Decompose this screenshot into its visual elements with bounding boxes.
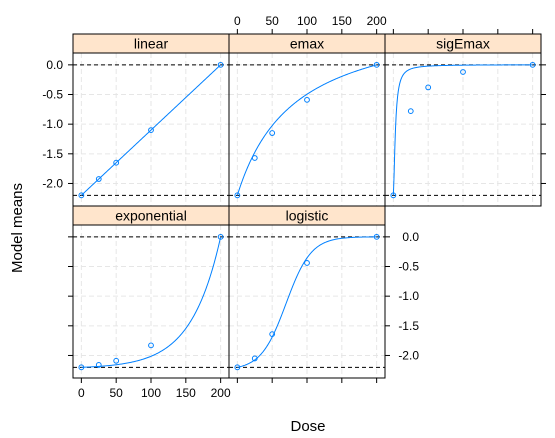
data-point xyxy=(148,127,154,133)
data-point xyxy=(113,159,120,166)
series-line-linear xyxy=(81,64,221,196)
data-point xyxy=(269,130,276,136)
x-tick-label-top: 150 xyxy=(332,14,352,28)
x-tick-label-top: 200 xyxy=(367,14,387,28)
y-tick-label-left: -1.0 xyxy=(42,117,63,131)
data-point xyxy=(95,362,102,368)
series-line-exponential xyxy=(81,236,222,368)
data-point xyxy=(234,364,241,371)
y-tick-label-left: -0.5 xyxy=(42,88,63,102)
strip-label: logistic xyxy=(286,208,329,224)
x-tick-label-top: 50 xyxy=(265,14,279,28)
x-axis-title: Dose xyxy=(290,418,325,435)
strip-label: exponential xyxy=(115,208,187,224)
x-tick-label-bottom: 100 xyxy=(141,386,161,400)
data-point xyxy=(373,61,380,68)
panel-emax: emax xyxy=(228,33,386,207)
series-line-sigemax xyxy=(392,64,533,196)
panel-exponential: exponential xyxy=(72,205,230,379)
series-line-logistic xyxy=(237,236,377,368)
data-point xyxy=(217,233,224,240)
y-tick-label-right: -2.0 xyxy=(398,348,419,362)
y-tick-label-left: 0.0 xyxy=(46,58,63,72)
axes-layer: 0 50 100 150 200 0 50 100 150 200 0.0 -0.5 -1.0 -1.5 -… xyxy=(42,14,546,400)
data-point xyxy=(251,355,258,362)
y-tick-label-right: 0.0 xyxy=(402,230,419,244)
y-tick-label-right: -1.5 xyxy=(398,319,419,333)
data-point xyxy=(460,69,466,75)
x-tick-label-bottom: 0 xyxy=(78,386,85,400)
data-point xyxy=(304,96,310,103)
x-tick-label-bottom: 200 xyxy=(211,386,231,400)
panel-logistic: logistic xyxy=(228,205,386,379)
y-tick-label-left: -1.5 xyxy=(42,147,63,161)
panel-linear: linear xyxy=(72,33,230,207)
data-point xyxy=(425,84,432,91)
x-tick-label-top: 100 xyxy=(297,14,317,28)
series-line-emax xyxy=(236,64,377,196)
data-point xyxy=(269,331,276,338)
panel-border xyxy=(384,52,542,207)
x-tick-label-bottom: 150 xyxy=(176,386,196,400)
data-point xyxy=(78,192,85,199)
strip-label: emax xyxy=(290,36,324,52)
data-point xyxy=(234,192,241,199)
x-tick-label-top: 0 xyxy=(234,14,241,28)
panel-sigemax: sigEmax xyxy=(384,33,542,207)
data-point xyxy=(407,108,414,115)
data-point xyxy=(148,342,154,349)
data-point xyxy=(373,233,380,240)
strip-label: linear xyxy=(134,36,169,52)
data-point xyxy=(95,176,102,182)
data-point xyxy=(304,260,310,266)
data-point xyxy=(113,357,120,364)
y-tick-label-left: -2.0 xyxy=(42,176,63,190)
y-tick-label-right: -1.0 xyxy=(398,289,419,303)
strip-label: sigEmax xyxy=(436,36,490,52)
data-point xyxy=(251,155,258,161)
y-tick-label-right: -0.5 xyxy=(398,260,419,274)
data-point xyxy=(529,61,536,68)
data-point xyxy=(217,61,224,68)
data-point xyxy=(390,192,397,199)
data-point xyxy=(78,364,85,371)
y-axis-title: Model means xyxy=(9,183,26,273)
x-tick-label-bottom: 50 xyxy=(109,386,123,400)
panels-layer: linear emax sigEmax exponential logistic xyxy=(72,33,542,379)
